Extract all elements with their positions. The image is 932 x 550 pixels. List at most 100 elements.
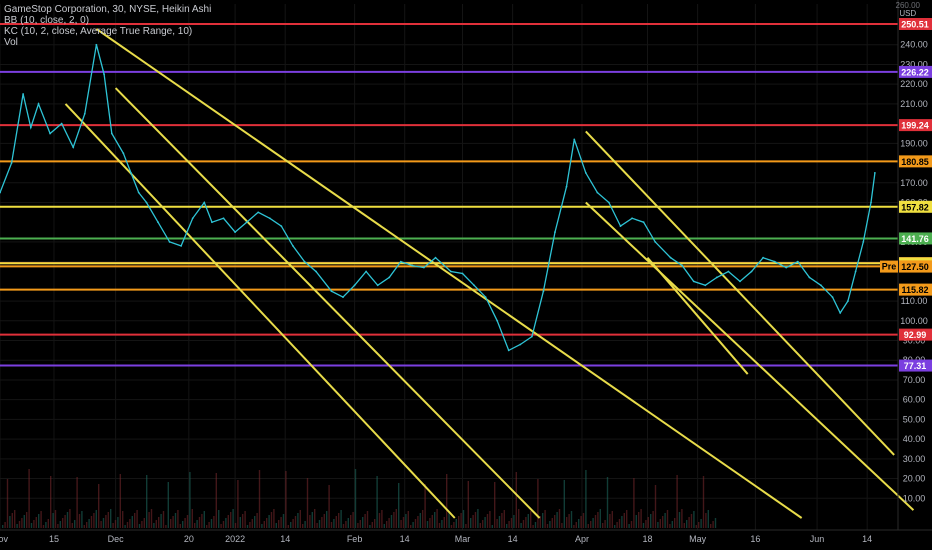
volume-bar [429, 518, 431, 528]
volume-bar [318, 520, 321, 528]
volume-bar [316, 523, 318, 528]
volume-bar [273, 509, 275, 528]
volume-bar [443, 517, 445, 528]
x-tick-label: 20 [184, 534, 194, 544]
volume-bar [88, 519, 90, 528]
volume-bar [686, 520, 688, 528]
price-point [211, 221, 213, 224]
volume-bar [297, 513, 299, 528]
trendline [585, 130, 895, 456]
price-point [785, 266, 788, 269]
price-point [411, 264, 414, 267]
volume-bar [237, 480, 239, 528]
volume-bar [40, 511, 42, 528]
volume-bar [506, 524, 508, 528]
volume-bar [465, 524, 467, 528]
volume-bar [609, 514, 611, 528]
volume-bar [278, 520, 280, 528]
volume-bar [268, 515, 270, 528]
volume-bar [196, 520, 198, 528]
volume-bar [441, 520, 443, 528]
volume-bar [81, 511, 83, 528]
volume-bar [105, 515, 107, 528]
volume-bar [330, 522, 333, 528]
volume-bar [357, 523, 359, 528]
y-tick-label: 20.00 [903, 474, 926, 484]
volume-bar [623, 513, 625, 528]
volume-bar [71, 523, 73, 528]
volume-bar [400, 520, 402, 528]
volume-bar [498, 516, 501, 528]
volume-bar [249, 522, 251, 528]
volume-bar [95, 510, 97, 528]
volume-bar [177, 510, 179, 528]
volume-bar [266, 518, 268, 528]
volume-bar [321, 517, 323, 528]
price-point [434, 256, 437, 259]
legend-vol[interactable]: Vol [4, 37, 18, 48]
volume-bar [676, 475, 678, 528]
x-tick-label: 14 [508, 534, 518, 544]
volume-bar [453, 522, 455, 528]
price-point [554, 231, 556, 233]
price-point [342, 296, 344, 299]
volume-bar [256, 513, 258, 528]
x-tick-label: 18 [642, 534, 652, 544]
price-point [808, 276, 811, 279]
volume-bar [412, 522, 414, 528]
volume-bar [14, 510, 16, 528]
volume-bar [602, 523, 604, 528]
volume-bar [714, 518, 717, 528]
volume-bar [354, 469, 357, 528]
volume-bar [246, 525, 249, 528]
trendlines[interactable] [64, 28, 915, 519]
x-tick-label: 14 [862, 534, 872, 544]
volume-bar [503, 510, 505, 528]
volume-bar [83, 525, 85, 528]
level-tag-text: 199.24 [901, 121, 929, 131]
volume-bar [239, 517, 241, 528]
level-tag-text: 180.85 [901, 157, 929, 167]
price-point [10, 162, 13, 164]
x-tick-label: May [689, 534, 707, 544]
volume-bar [342, 524, 345, 528]
volume-bar [690, 514, 693, 528]
volume-bar [450, 525, 453, 528]
y-tick-label: 190.00 [900, 138, 928, 148]
trendline [95, 28, 803, 519]
volume-bar [532, 525, 534, 528]
legend-kc[interactable]: KC (10, 2, close, Average True Range, 10… [4, 26, 193, 37]
volume-bar [520, 523, 522, 528]
volume-bar [472, 515, 474, 528]
price-point [473, 284, 475, 287]
volume-bar [311, 512, 313, 528]
volume-bar [170, 519, 172, 528]
volume-bar [431, 515, 433, 528]
volume-bar [390, 515, 393, 528]
time-axis[interactable]: Nov 15 Dec 20 2022 14 Feb 14 Mar 14 Apr 18 May 16 Jun 1… [0, 534, 872, 544]
volume-bar [626, 510, 628, 528]
price-point [72, 146, 75, 149]
level-tag [899, 155, 932, 168]
volume-bar [62, 518, 64, 528]
volume-bar [484, 517, 486, 528]
volume-bar [114, 520, 117, 528]
volume-bar [621, 516, 623, 528]
legend-symbol[interactable]: GameStop Corporation, 30, NYSE, Heikin A… [4, 4, 212, 15]
legend-bb[interactable]: BB (10, close, 2, 0) [4, 15, 90, 26]
volume-bar [9, 516, 11, 528]
volume-bar [671, 521, 673, 528]
volume-bar [604, 520, 606, 528]
volume-bar [174, 513, 177, 528]
price-axis-header: 260.00 USD [896, 2, 920, 18]
volume-bar [616, 522, 618, 528]
pre-badge [880, 260, 898, 273]
volume-bar [422, 510, 424, 528]
volume-bar [76, 477, 78, 528]
y-tick-label: 50.00 [903, 414, 926, 424]
x-tick-label: 2022 [225, 534, 245, 544]
price-point [365, 270, 368, 273]
volume-bar [374, 519, 376, 528]
price-point [565, 185, 568, 188]
